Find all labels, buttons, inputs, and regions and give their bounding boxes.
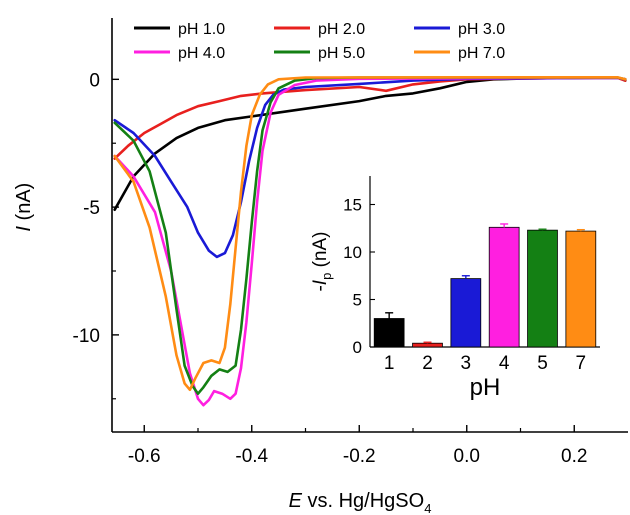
- x-axis-label: E vs. Hg/HgSO4: [289, 490, 432, 515]
- series-line-ph-3-0: [113, 76, 627, 259]
- legend: pH 1.0 pH 2.0 pH 3.0 pH 4.0 pH 5.0 pH 7.0: [134, 21, 505, 62]
- inset-y-tick-label: 15: [343, 196, 362, 215]
- legend-label: pH 1.0: [178, 21, 225, 38]
- inset-bar: [565, 230, 597, 348]
- legend-label: pH 2.0: [318, 21, 365, 38]
- x-tick-label: 0.0: [454, 446, 480, 467]
- inset-x-tick-label: 5: [537, 353, 548, 374]
- inset-bar: [412, 342, 443, 348]
- x-tick-label: -0.6: [128, 446, 161, 467]
- inset-x-tick-label: 3: [461, 353, 472, 374]
- y-tick-label: -5: [83, 198, 100, 219]
- inset-y-axis-label: -Ip (nA): [310, 231, 334, 291]
- legend-label: pH 3.0: [458, 21, 505, 38]
- inset-bar: [373, 318, 405, 348]
- inset-x-tick-label: 2: [422, 353, 433, 374]
- x-tick-label: -0.2: [343, 446, 376, 467]
- series-line-ph-4-0: [113, 76, 627, 407]
- inset-bar: [527, 229, 558, 348]
- legend-label: pH 7.0: [458, 45, 505, 62]
- x-tick-label: 0.2: [561, 446, 587, 467]
- inset-bar: [450, 278, 482, 348]
- legend-label: pH 4.0: [178, 45, 225, 62]
- inset-y-tick-label: 10: [343, 243, 362, 262]
- inset-x-tick-label: 4: [499, 353, 510, 374]
- inset-bar-chart: 0 5 10 15 1 2 3 4 5 7 pH -Ip (nA): [310, 176, 600, 401]
- legend-label: pH 5.0: [318, 45, 365, 62]
- inset-x-axis-label: pH: [470, 374, 501, 401]
- y-axis-label: I (nA): [13, 183, 35, 232]
- x-tick-label: -0.4: [235, 446, 268, 467]
- inset-bar: [488, 226, 520, 348]
- series-line-ph-7-0: [113, 76, 627, 392]
- inset-x-tick-label: 7: [576, 353, 587, 374]
- inset-y-tick-label: 0: [353, 338, 362, 357]
- main-plot: -0.6 -0.4 -0.2 0.0 0.2 0 -5 -10 E vs. Hg/HgSO4 I …: [13, 18, 628, 515]
- inset-x-tick-label: 1: [384, 353, 395, 374]
- y-tick-label: -10: [73, 326, 100, 347]
- inset-y-tick-label: 5: [353, 291, 362, 310]
- y-tick-label: 0: [89, 70, 100, 91]
